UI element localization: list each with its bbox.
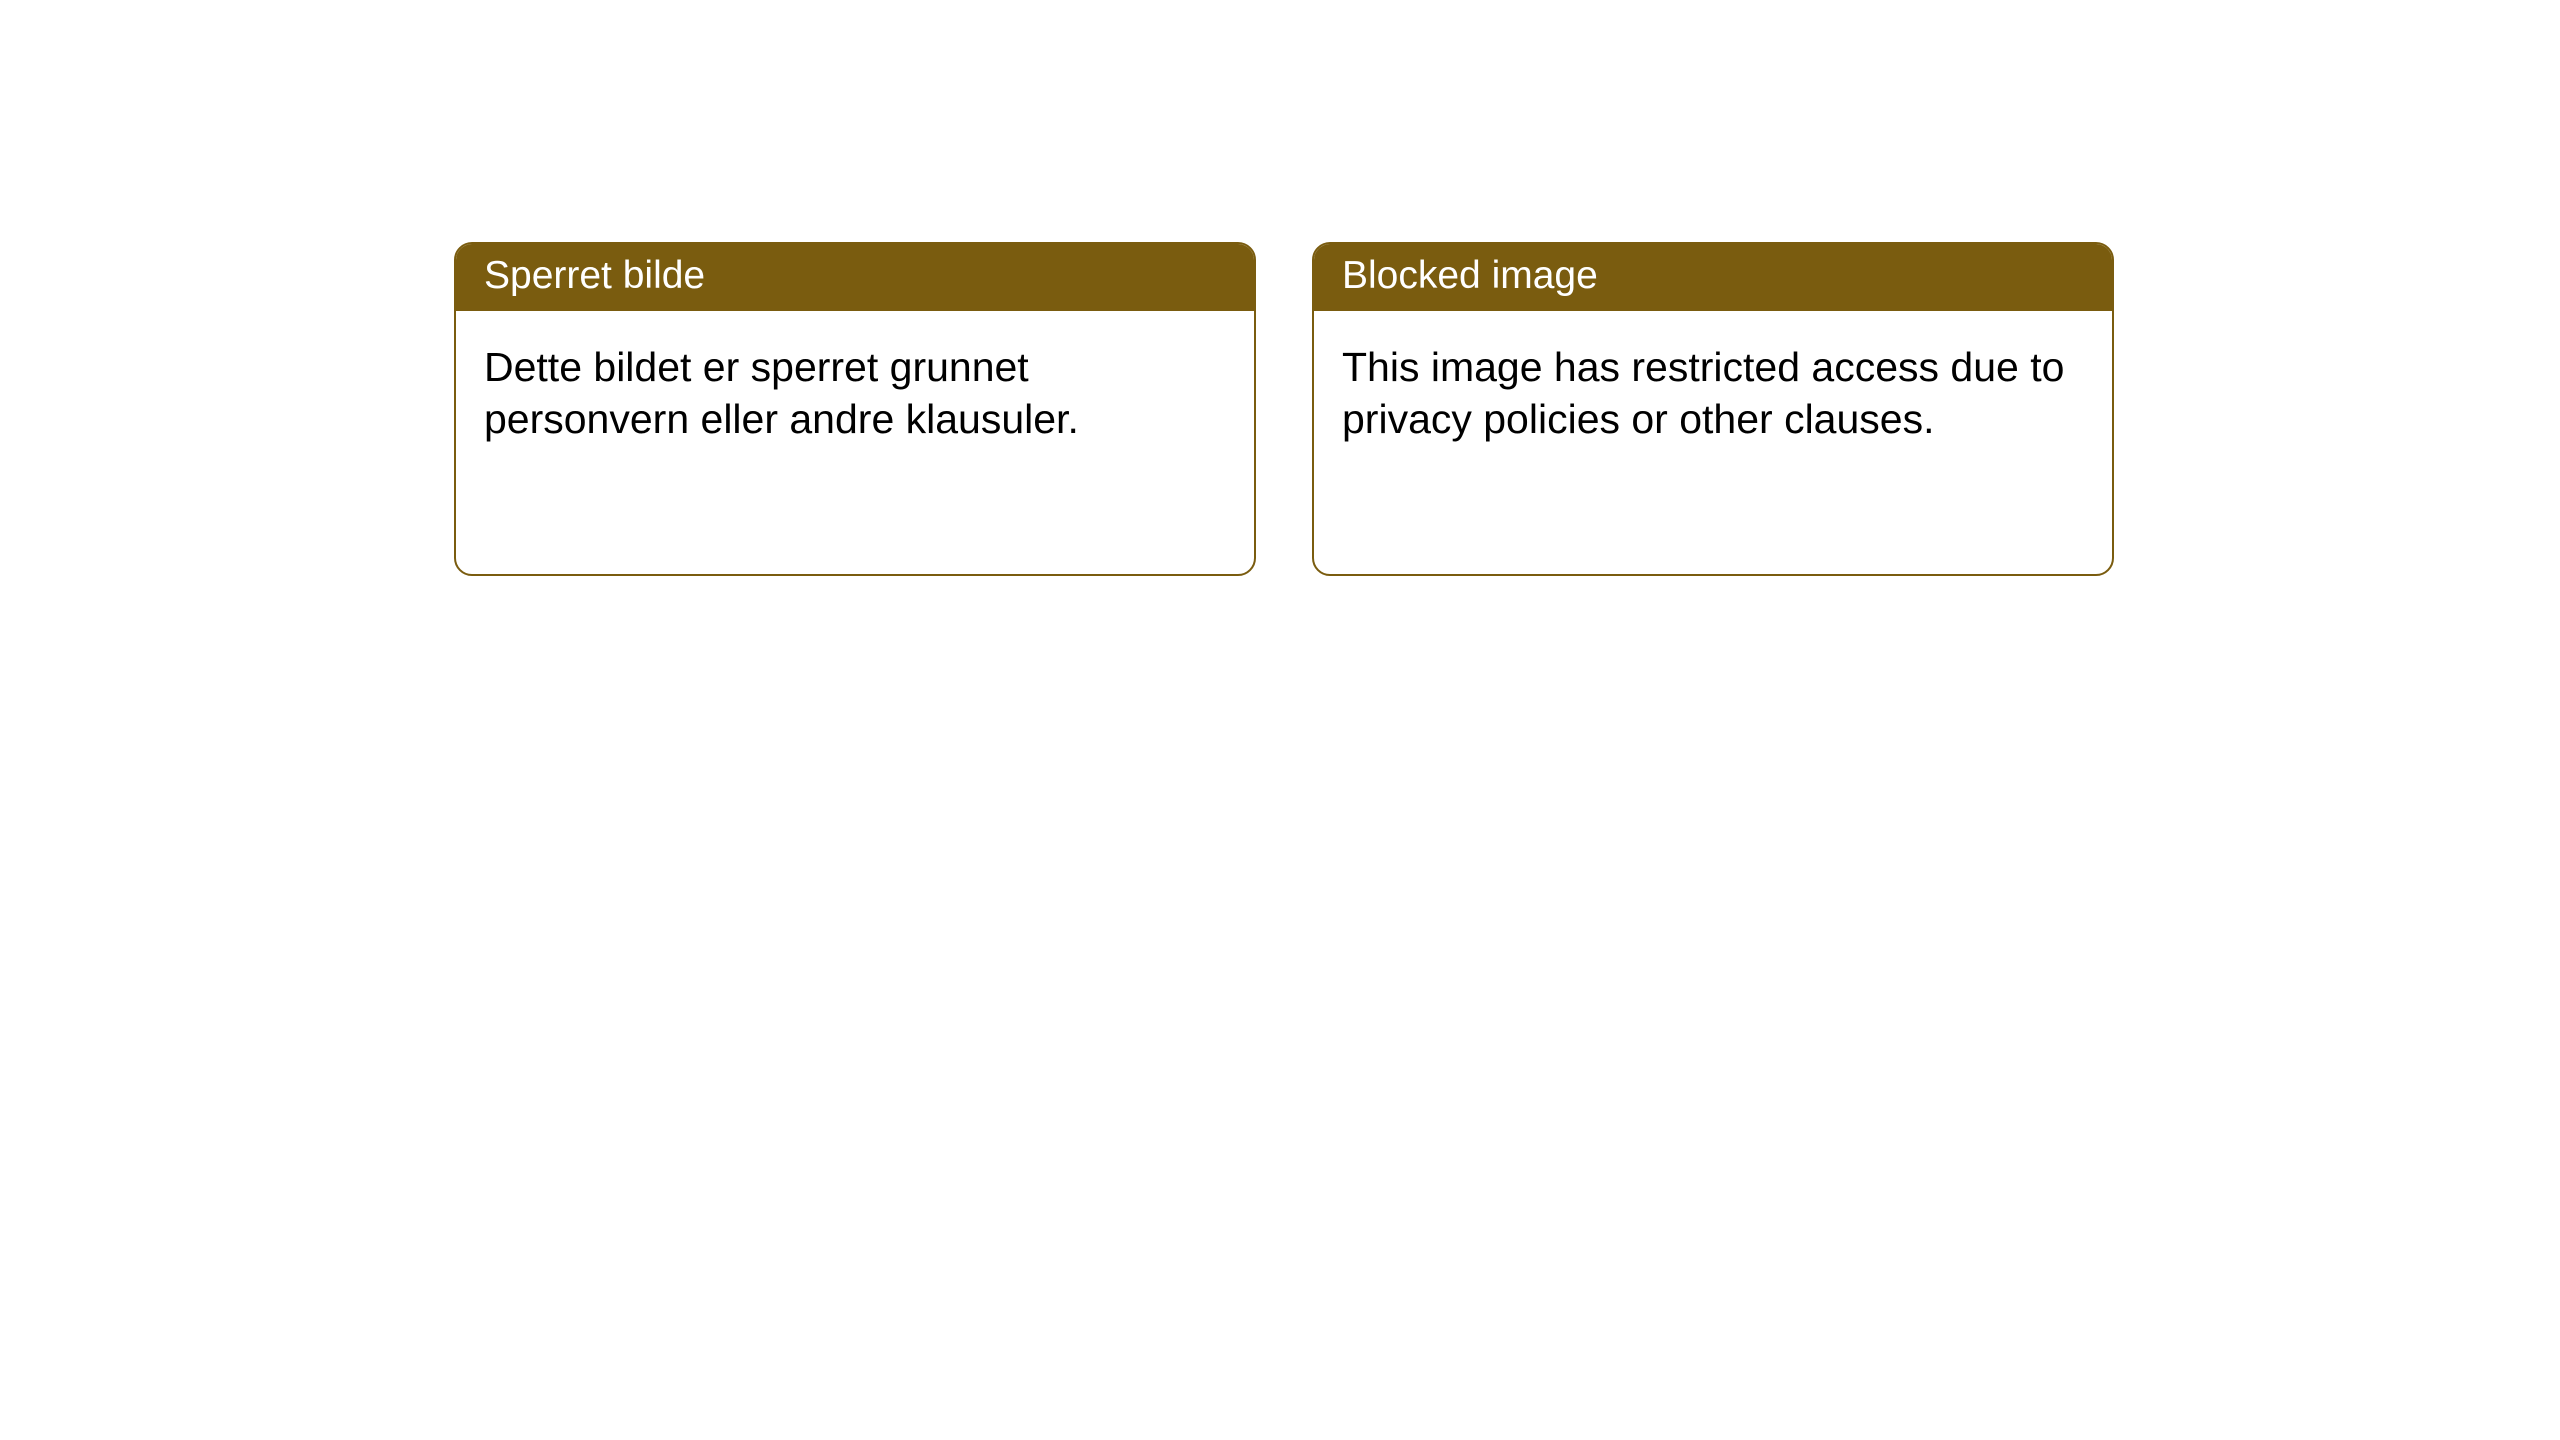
- notice-header: Blocked image: [1314, 244, 2112, 311]
- notice-header: Sperret bilde: [456, 244, 1254, 311]
- notice-container: Sperret bilde Dette bildet er sperret gr…: [0, 0, 2560, 576]
- notice-box-norwegian: Sperret bilde Dette bildet er sperret gr…: [454, 242, 1256, 576]
- notice-box-english: Blocked image This image has restricted …: [1312, 242, 2114, 576]
- notice-body: Dette bildet er sperret grunnet personve…: [456, 311, 1254, 476]
- notice-body: This image has restricted access due to …: [1314, 311, 2112, 476]
